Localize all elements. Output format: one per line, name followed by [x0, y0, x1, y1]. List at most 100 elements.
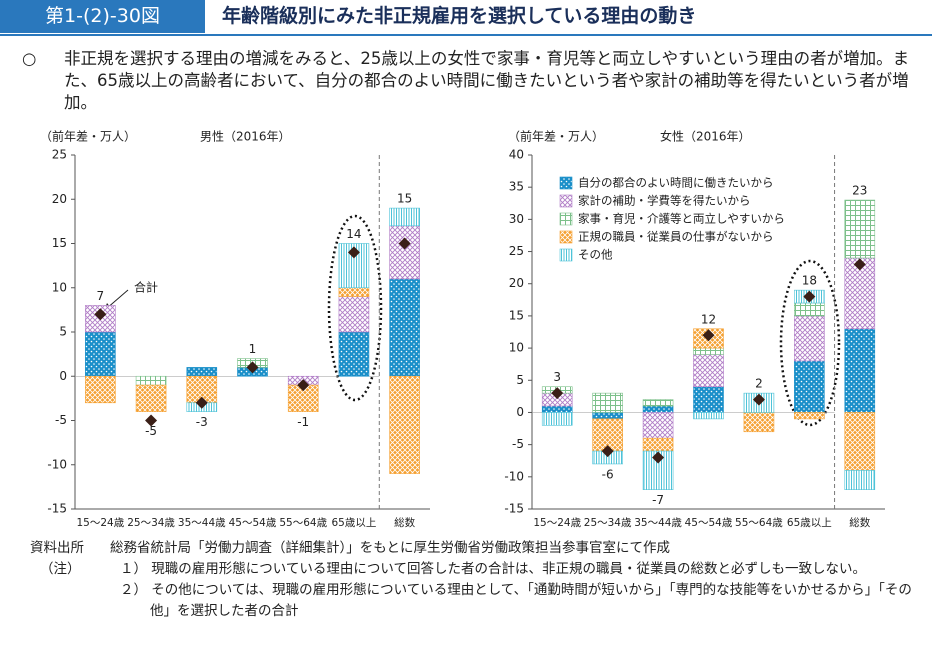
bar-segment: [794, 360, 825, 413]
bar-segment: [592, 392, 623, 413]
total-marker: [551, 387, 564, 400]
x-tick-label: 45～54歳: [685, 517, 733, 529]
axis-unit: （前年差・万人）: [508, 129, 604, 144]
x-tick-label: 25～34歳: [584, 517, 632, 529]
note: ２） その他については、現職の雇用形態についている理由として、「通勤時間が短いか…: [60, 580, 920, 622]
x-tick-label: 65歳以上: [787, 517, 832, 529]
total-label: 2: [755, 377, 763, 391]
note-number: １）: [120, 561, 147, 577]
y-tick-label: 15: [509, 308, 524, 322]
legend-swatch: [559, 212, 573, 226]
bar-segment: [389, 207, 420, 227]
bar-segment: [642, 399, 674, 407]
summary: ○ 非正規を選択する理由の増減をみると、25歳以上の女性で家事・育児等と両立しや…: [22, 48, 912, 114]
total-marker: [94, 308, 107, 321]
bar-segment: [135, 384, 167, 412]
bar-segment: [693, 386, 724, 413]
total-marker: [702, 329, 715, 342]
total-label: 7: [97, 289, 105, 303]
bar-segment: [844, 470, 876, 490]
x-tick-label: 35～44歳: [634, 517, 682, 529]
chart-title: 女性（2016年）: [660, 129, 751, 144]
legend-label: 家計の補助・学費等を得たいから: [578, 194, 751, 208]
y-tick-label: 15: [52, 236, 67, 250]
bar-segment: [85, 331, 116, 377]
y-tick-label: -5: [55, 413, 67, 427]
x-tick-label: 15～24歳: [76, 517, 124, 529]
legend-label: その他: [578, 248, 613, 262]
bar-segment: [794, 302, 825, 317]
total-label: 1: [249, 342, 257, 356]
annotation: 合計: [134, 280, 158, 295]
note-text: その他については、現職の雇用形態についている理由として、「通勤時間が短いから」「…: [150, 582, 912, 619]
y-tick-label: 25: [509, 244, 524, 258]
total-label: 3: [553, 370, 561, 384]
figure-number: 第1-(2)-30図: [0, 0, 205, 33]
notes-label: （注）: [40, 561, 81, 577]
bullet: ○: [22, 49, 37, 68]
axis-unit: （前年差・万人）: [40, 129, 136, 144]
bar-segment: [844, 199, 876, 259]
total-marker: [246, 361, 259, 374]
bar-segment: [338, 331, 370, 377]
legend-swatch: [559, 230, 573, 244]
total-marker: [347, 246, 360, 259]
bar-segment: [743, 412, 775, 433]
y-tick-label: -5: [512, 437, 524, 451]
bar-segment: [693, 347, 724, 355]
bar-segment: [85, 375, 116, 404]
y-tick-label: 35: [509, 180, 524, 194]
y-tick-label: 30: [509, 212, 524, 226]
header-rule: [0, 34, 932, 36]
bar-segment: [642, 437, 674, 452]
bar-segment: [338, 287, 370, 297]
total-marker: [652, 451, 665, 464]
bar-segment: [389, 375, 420, 474]
bar-segment: [794, 315, 825, 362]
y-tick-label: -15: [504, 502, 524, 516]
y-tick-label: 5: [59, 325, 67, 339]
y-tick-label: 0: [59, 369, 67, 383]
summary-text: 非正規を選択する理由の増減をみると、25歳以上の女性で家事・育児等と両立しやすい…: [64, 49, 910, 112]
bar-segment: [541, 412, 573, 426]
legend-label: 家事・育児・介護等と両立しやすいから: [578, 212, 785, 226]
total-label: -5: [145, 424, 157, 438]
y-tick-label: -15: [47, 502, 67, 516]
bar-segment: [592, 412, 623, 420]
y-tick-label: 0: [516, 405, 524, 419]
bar-segment: [693, 354, 724, 388]
y-tick-label: 20: [509, 276, 524, 290]
total-marker: [398, 237, 411, 250]
y-tick-label: 5: [516, 373, 524, 387]
y-tick-label: -10: [47, 457, 67, 471]
legend-swatch: [559, 248, 573, 262]
total-label: -7: [652, 493, 664, 507]
total-label: 15: [397, 192, 412, 206]
x-tick-label: 35～44歳: [178, 517, 226, 529]
total-marker: [145, 414, 158, 427]
highlight-ellipse: [779, 259, 841, 427]
x-tick-label: 55～64歳: [735, 517, 783, 529]
total-marker: [601, 445, 614, 458]
total-marker: [297, 379, 310, 392]
total-label: -1: [297, 415, 309, 429]
y-tick-label: 10: [52, 280, 67, 294]
total-marker: [853, 258, 866, 271]
x-tick-label: 65歳以上: [331, 517, 376, 529]
bar-segment: [642, 405, 674, 413]
x-tick-label: 総数: [849, 516, 870, 529]
bar-segment: [844, 412, 876, 471]
total-label: 23: [852, 184, 867, 198]
bar-segment: [186, 367, 218, 377]
bar-segment: [338, 296, 370, 333]
note-number: ２）: [120, 582, 147, 598]
total-label: 12: [701, 312, 716, 326]
y-tick-label: 25: [52, 148, 67, 162]
x-tick-label: 25～34歳: [127, 517, 175, 529]
legend-swatch: [559, 194, 573, 208]
bar-segment: [844, 328, 876, 413]
bar-segment: [642, 412, 674, 439]
total-label: 14: [346, 227, 361, 241]
